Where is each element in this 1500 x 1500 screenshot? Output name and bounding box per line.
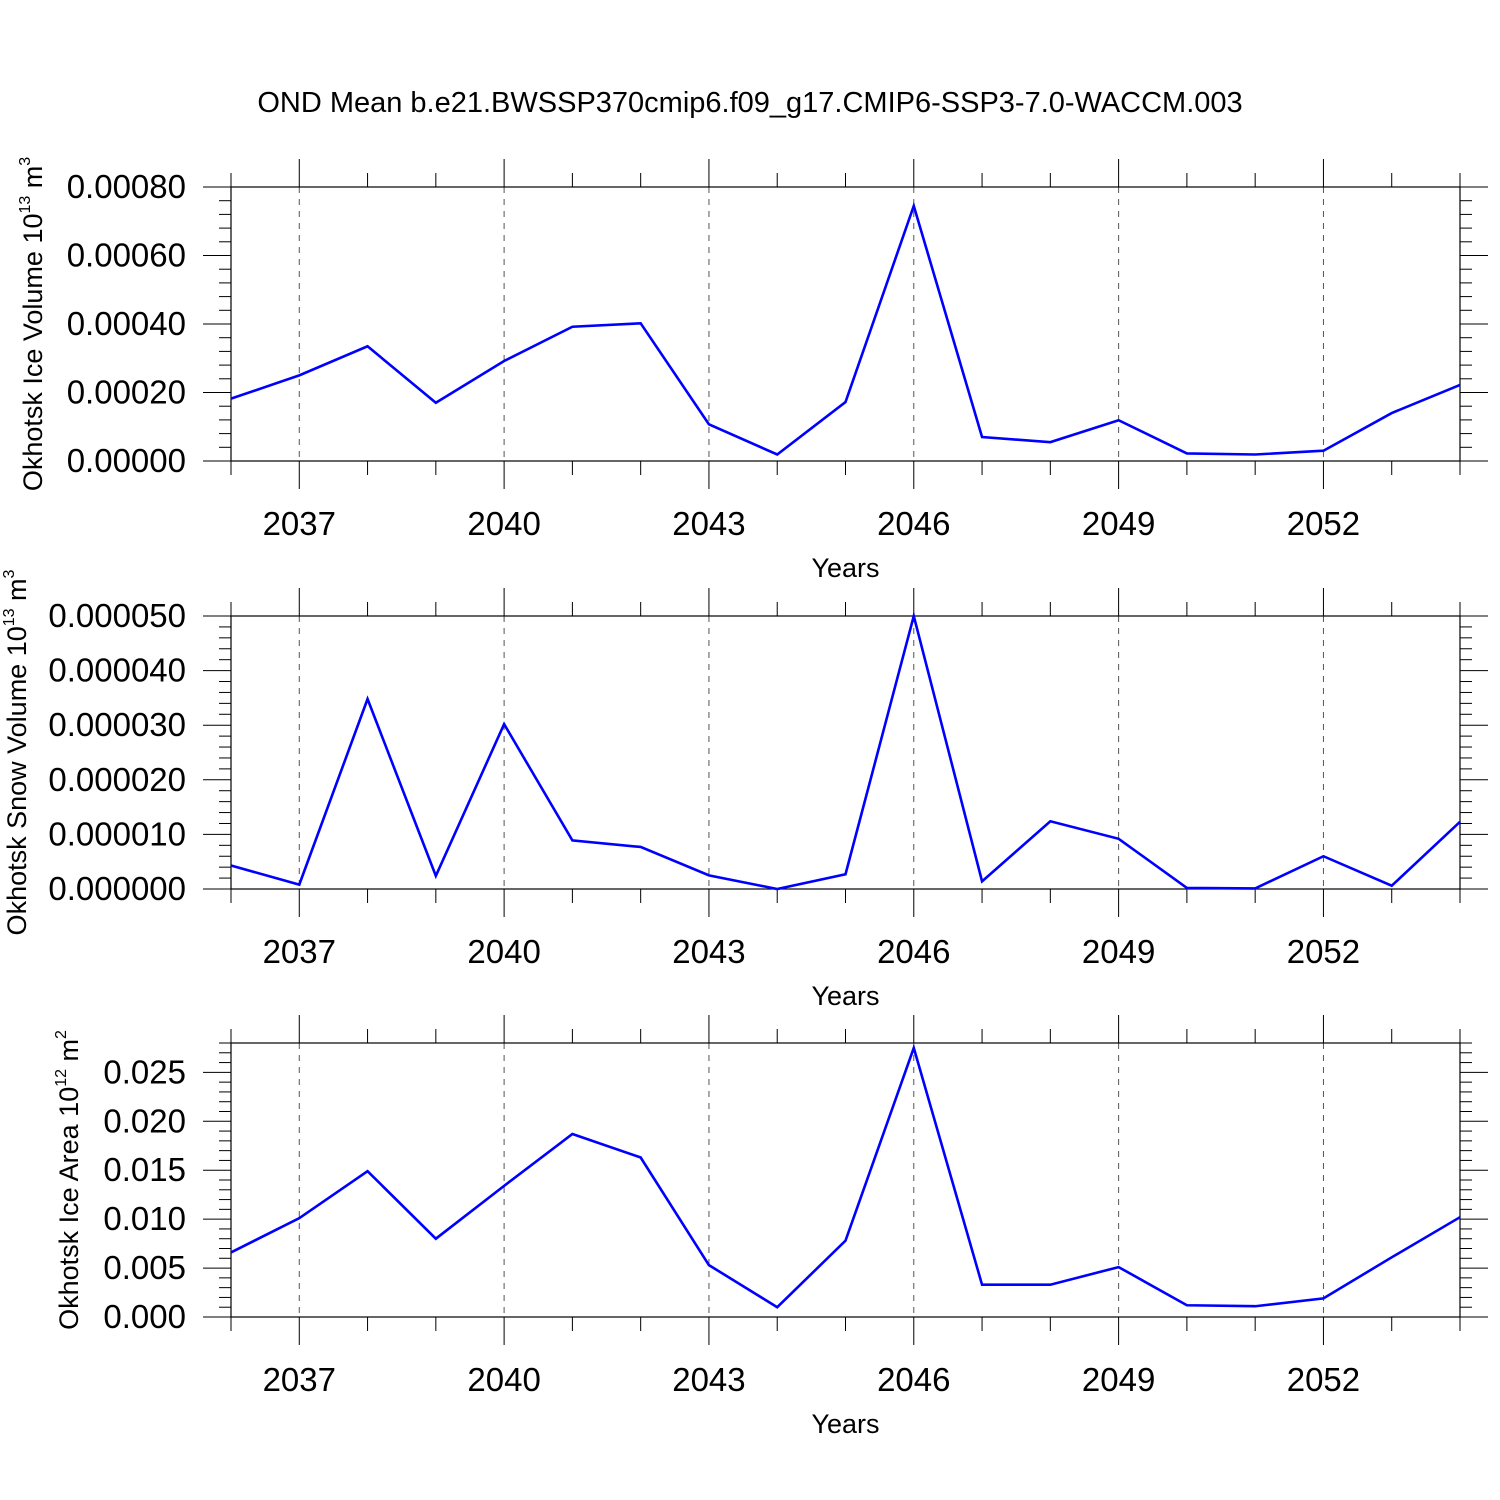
x-tick-label: 2052 [1287,505,1360,542]
y-tick-label: 0.000010 [48,815,186,852]
plot-frame [230,1042,1461,1318]
x-tick-label: 2049 [1082,1361,1155,1398]
y-tick-label: 0.00060 [67,237,186,274]
y-axis-label: Okhotsk Ice Area 1012 m2 [53,1030,84,1330]
x-tick-label: 2043 [672,933,745,970]
y-tick-label: 0.025 [103,1053,186,1090]
plot-frame [230,186,1461,462]
x-axis-label: Years [811,981,879,1011]
x-tick-label: 2040 [467,933,540,970]
y-axis-label: Okhotsk Snow Volume 1013 m3 [1,569,32,935]
x-tick-label: 2052 [1287,933,1360,970]
series-line-1 [230,201,1461,456]
plot-frame [230,615,1461,890]
y-tick-label: 0.000050 [48,597,186,634]
y-tick-label: 0.000 [103,1298,186,1335]
y-tick-label: 0.000040 [48,652,186,689]
series-line-1 [230,1043,1461,1309]
x-tick-label: 2040 [467,1361,540,1398]
x-tick-label: 2043 [672,505,745,542]
x-tick-label: 2052 [1287,1361,1360,1398]
x-tick-label: 2037 [263,933,336,970]
y-tick-label: 0.00020 [67,374,186,411]
x-tick-label: 2040 [467,505,540,542]
panels: 0.00000 0.00020 0.00040 0.00060 0.00080 2037 2… [1,157,1488,1439]
y-tick-label: 0.000000 [48,870,186,907]
x-tick-label: 2037 [263,505,336,542]
series-line-1 [230,610,1461,891]
x-axis-label: Years [811,553,879,583]
y-tick-label: 0.000020 [48,761,186,798]
y-axis-label: Okhotsk Ice Volume 1013 m3 [17,157,48,491]
chart-panel-3: 0.000 0.005 0.010 0.015 0.020 0.025 2037 2040 20… [53,1015,1488,1439]
chart-panel-1: 0.00000 0.00020 0.00040 0.00060 0.00080 2037 2… [17,157,1488,583]
y-tick-label: 0.010 [103,1200,186,1237]
y-tick-label: 0.005 [103,1249,186,1286]
y-tick-label: 0.015 [103,1151,186,1188]
x-tick-label: 2049 [1082,505,1155,542]
y-tick-label: 0.00080 [67,168,186,205]
y-tick-label: 0.00000 [67,442,186,479]
x-tick-label: 2046 [877,505,950,542]
y-tick-label: 0.00040 [67,305,186,342]
chart-panel-2: 0.000000 0.000010 0.000020 0.000030 0.000040… [1,569,1488,1011]
x-axis-label: Years [811,1409,879,1439]
x-tick-label: 2046 [877,933,950,970]
x-tick-label: 2043 [672,1361,745,1398]
x-tick-label: 2046 [877,1361,950,1398]
x-tick-label: 2049 [1082,933,1155,970]
x-tick-label: 2037 [263,1361,336,1398]
y-tick-label: 0.020 [103,1102,186,1139]
y-tick-label: 0.000030 [48,706,186,743]
figure-title: OND Mean b.e21.BWSSP370cmip6.f09_g17.CMI… [257,87,1242,119]
